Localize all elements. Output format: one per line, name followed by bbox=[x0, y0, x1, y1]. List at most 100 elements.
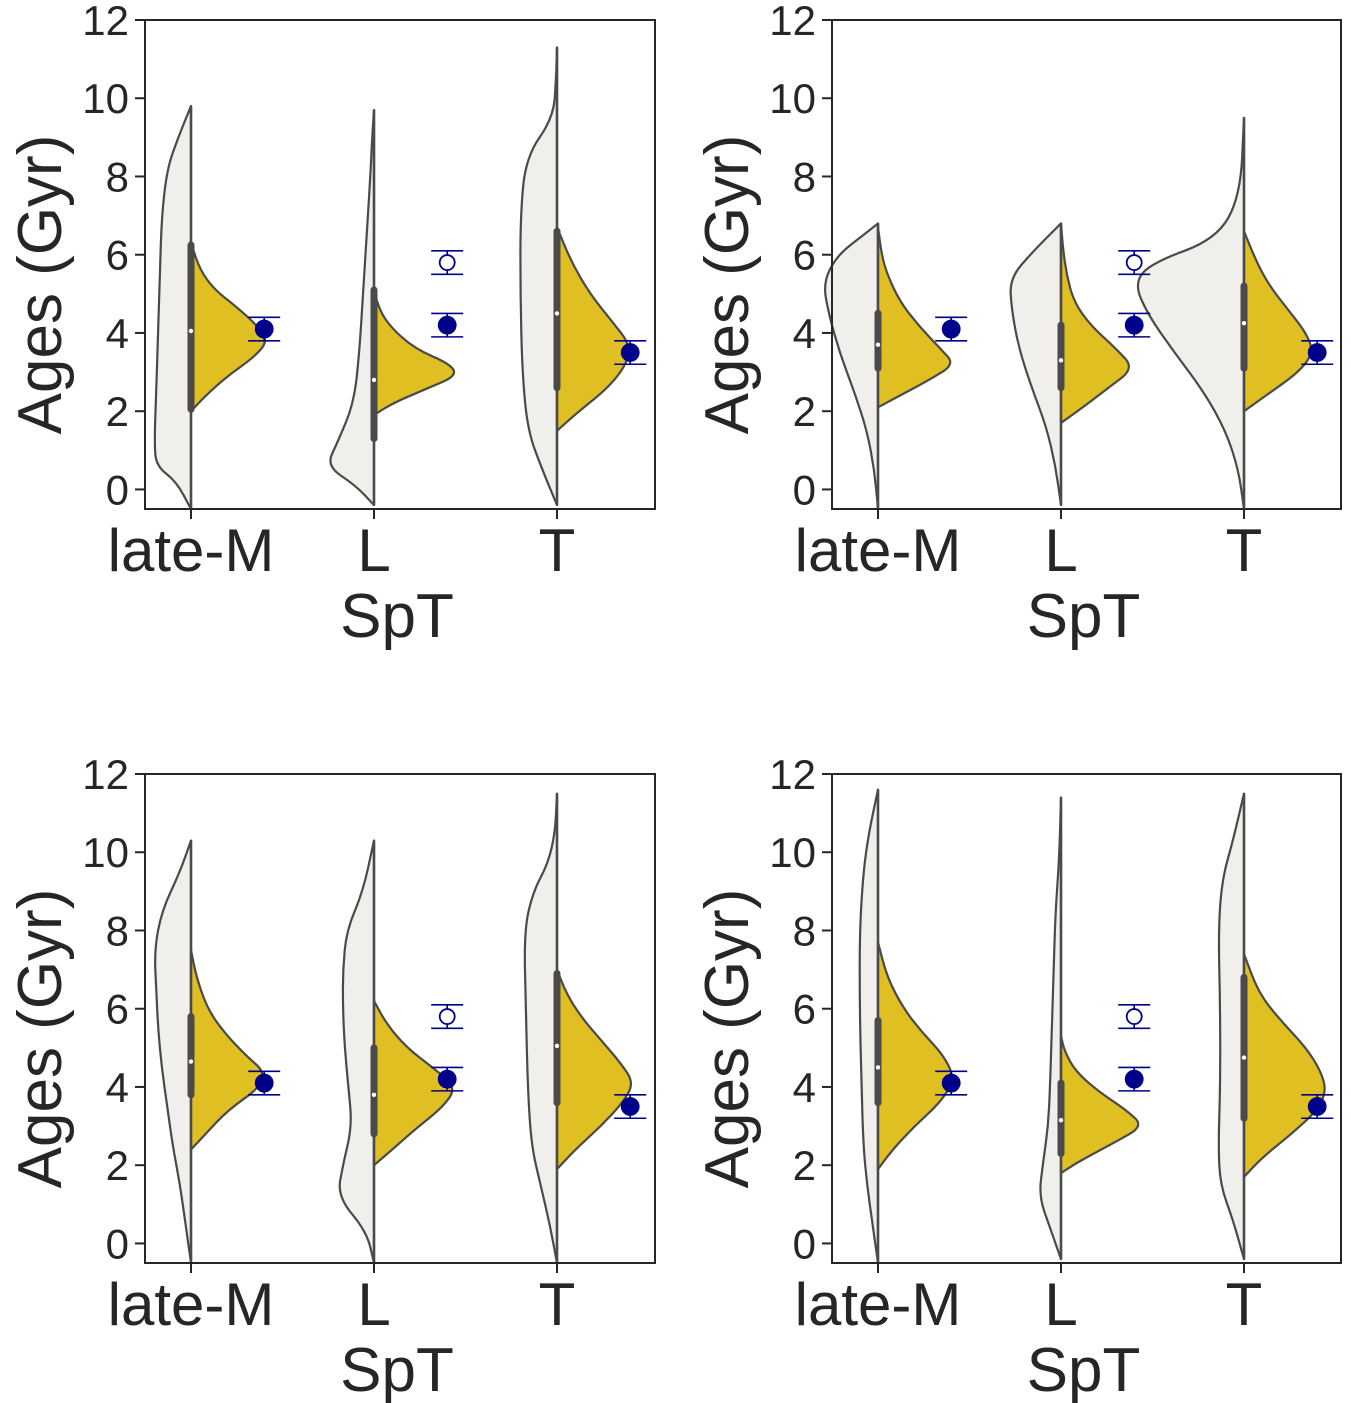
median-dot-T bbox=[554, 311, 560, 316]
x-axis-label: SpT bbox=[1027, 582, 1141, 651]
y-axis-label: Ages (Gyr) bbox=[693, 135, 762, 435]
median-dot-late-M bbox=[875, 1065, 881, 1070]
marker-L-0 bbox=[1118, 250, 1151, 276]
y-tick-label: 8 bbox=[793, 907, 816, 954]
y-tick-label: 2 bbox=[106, 388, 129, 435]
x-tick-label-late-M: late-M bbox=[108, 1271, 275, 1338]
median-dot-L bbox=[371, 1092, 377, 1097]
y-tick-label: 2 bbox=[793, 1142, 816, 1189]
x-tick-label-L: L bbox=[357, 517, 390, 584]
x-tick-label-late-M: late-M bbox=[795, 1271, 962, 1338]
panel-bottom-left: 0 2 4 6 8 10 12 late-M L T SpT Ages (Gyr) bbox=[6, 751, 656, 1403]
marker-late-M-2 bbox=[935, 1070, 968, 1096]
x-tick-label-T: T bbox=[1226, 1271, 1263, 1338]
violin-right-T bbox=[555, 968, 632, 1171]
marker-L-0 bbox=[1118, 1004, 1151, 1030]
median-dot-late-M bbox=[188, 1059, 194, 1064]
median-dot-T bbox=[554, 1043, 560, 1049]
x-tick-label-T: T bbox=[539, 1271, 576, 1338]
median-dot-L bbox=[1058, 1118, 1064, 1123]
violin-right-late-M bbox=[189, 241, 266, 413]
x-axis-label: SpT bbox=[340, 1336, 454, 1403]
x-tick-label-late-M: late-M bbox=[108, 517, 275, 584]
y-tick-label: 8 bbox=[106, 907, 129, 954]
median-dot-late-M bbox=[875, 342, 881, 347]
violin-left-L bbox=[338, 839, 376, 1265]
median-dot-L bbox=[1058, 358, 1064, 363]
violin-right-L bbox=[372, 284, 456, 417]
y-tick-label: 0 bbox=[793, 466, 816, 513]
panel-top-right: 0 2 4 6 8 10 12 late-M L T SpT Ages (Gyr) bbox=[693, 0, 1342, 651]
x-tick-label-L: L bbox=[1044, 1271, 1077, 1338]
violin-right-L bbox=[1059, 222, 1130, 425]
panel-bottom-right: 0 2 4 6 8 10 12 late-M L T SpT Ages (Gyr) bbox=[693, 751, 1342, 1403]
marker-T-3 bbox=[614, 1093, 647, 1120]
y-tick-label: 0 bbox=[106, 1220, 129, 1267]
y-tick-label: 4 bbox=[793, 1064, 816, 1111]
axes-frame bbox=[144, 773, 656, 1264]
panel-top-left: 0 2 4 6 8 10 12 late-M L T SpT Ages (Gyr) bbox=[6, 0, 656, 651]
y-tick-label: 4 bbox=[793, 310, 816, 357]
marker-L-0 bbox=[431, 250, 464, 276]
y-tick-label: 10 bbox=[82, 75, 129, 122]
violin-left-late-M bbox=[153, 104, 193, 511]
axes-frame bbox=[831, 19, 1342, 510]
y-tick-label: 12 bbox=[82, 0, 129, 44]
y-tick-label: 10 bbox=[769, 829, 816, 876]
y-axis-label: Ages (Gyr) bbox=[693, 889, 762, 1189]
y-tick-label: 12 bbox=[769, 0, 816, 44]
y-tick-label: 6 bbox=[793, 986, 816, 1033]
y-tick-label: 4 bbox=[106, 310, 129, 357]
y-tick-label: 0 bbox=[106, 466, 129, 513]
violin-right-late-M bbox=[876, 941, 953, 1171]
axes-frame bbox=[831, 773, 1342, 1264]
median-dot-T bbox=[1241, 1055, 1247, 1060]
y-tick-label: 8 bbox=[793, 153, 816, 200]
violin-left-L bbox=[329, 108, 376, 507]
x-tick-label-L: L bbox=[357, 1271, 390, 1338]
y-tick-label: 8 bbox=[106, 153, 129, 200]
median-dot-T bbox=[1241, 320, 1247, 326]
y-tick-label: 10 bbox=[769, 75, 816, 122]
y-tick-label: 12 bbox=[769, 751, 816, 798]
violin-left-T bbox=[519, 46, 559, 507]
violin-right-L bbox=[1059, 1035, 1140, 1175]
y-tick-label: 4 bbox=[106, 1064, 129, 1111]
y-axis-label: Ages (Gyr) bbox=[6, 889, 75, 1189]
violin-left-late-M bbox=[154, 839, 193, 1265]
marker-T-3 bbox=[614, 339, 647, 366]
marker-late-M-2 bbox=[935, 316, 968, 342]
y-tick-label: 12 bbox=[82, 751, 129, 798]
x-axis-label: SpT bbox=[1027, 1336, 1141, 1403]
x-tick-label-T: T bbox=[539, 517, 576, 584]
y-tick-label: 6 bbox=[106, 232, 129, 279]
y-axis-label: Ages (Gyr) bbox=[6, 135, 75, 435]
violin-left-L bbox=[1009, 222, 1063, 507]
marker-T-3 bbox=[1301, 339, 1334, 366]
median-dot-L bbox=[371, 377, 377, 383]
marker-L-0 bbox=[431, 1004, 464, 1030]
violin-left-late-M bbox=[858, 788, 880, 1265]
violin-right-T bbox=[1242, 952, 1326, 1179]
violin-right-late-M bbox=[876, 226, 952, 409]
y-tick-label: 6 bbox=[106, 986, 129, 1033]
marker-L-1 bbox=[431, 1066, 464, 1092]
x-tick-label-L: L bbox=[1044, 517, 1077, 584]
violin-left-late-M bbox=[824, 222, 880, 511]
marker-L-1 bbox=[1118, 312, 1151, 338]
marker-T-3 bbox=[1301, 1093, 1334, 1120]
y-tick-label: 2 bbox=[793, 388, 816, 435]
axes-frame bbox=[144, 19, 656, 510]
marker-L-1 bbox=[1118, 1066, 1151, 1092]
violin-right-L bbox=[372, 999, 454, 1167]
x-axis-label: SpT bbox=[340, 582, 454, 651]
x-tick-label-late-M: late-M bbox=[795, 517, 962, 584]
violin-right-T bbox=[555, 226, 630, 432]
y-tick-label: 0 bbox=[793, 1220, 816, 1267]
y-tick-label: 6 bbox=[793, 232, 816, 279]
marker-late-M-2 bbox=[248, 1070, 281, 1096]
violin-left-T bbox=[1136, 116, 1246, 511]
violin-left-T bbox=[523, 792, 559, 1265]
median-dot-late-M bbox=[188, 328, 194, 334]
